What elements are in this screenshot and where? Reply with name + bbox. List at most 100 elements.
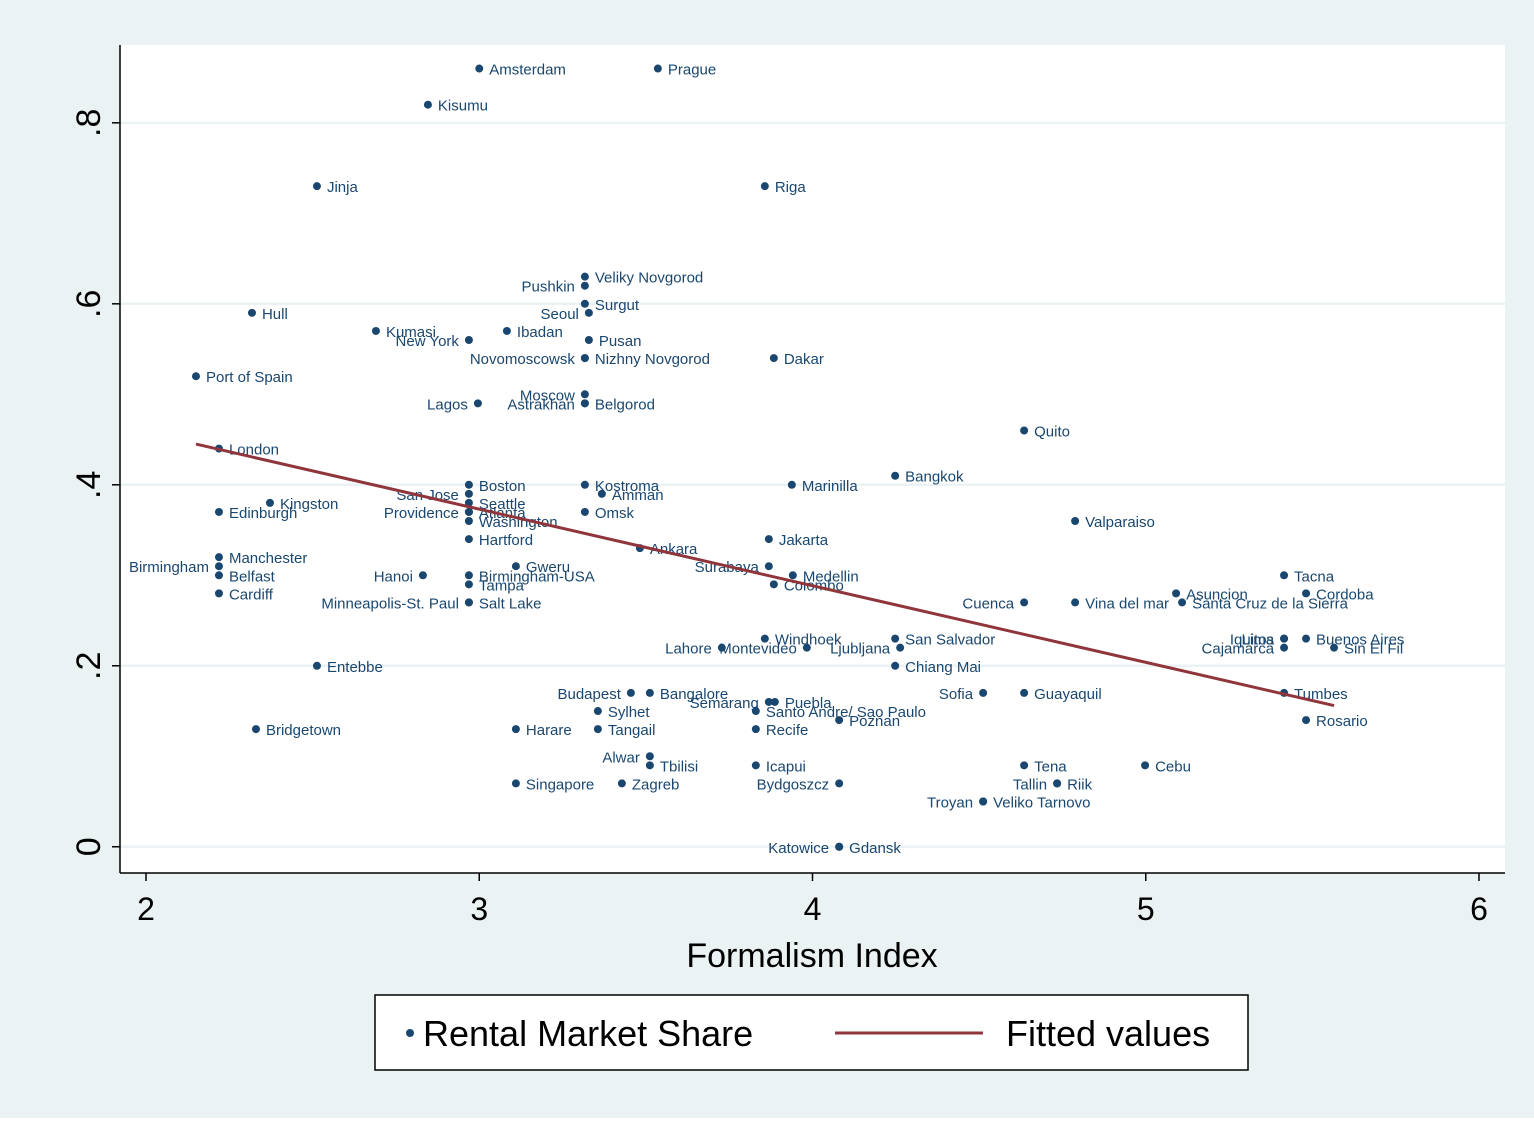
data-point <box>511 779 520 788</box>
point-label: Tallin <box>1013 776 1047 793</box>
data-point <box>764 562 773 571</box>
data-point <box>312 661 321 670</box>
point-label: Edinburgh <box>229 505 297 522</box>
data-point <box>247 308 256 317</box>
point-label: Semarang <box>690 695 759 712</box>
point-label: Kumasi <box>386 324 436 341</box>
data-point <box>464 571 473 580</box>
data-point <box>418 571 427 580</box>
data-point <box>788 571 797 580</box>
point-label: Providence <box>384 505 459 522</box>
point-label: Ankara <box>650 541 698 558</box>
point-label: Tena <box>1034 758 1067 775</box>
point-label: Sin El Fil <box>1344 641 1403 658</box>
data-point <box>1020 761 1029 770</box>
data-point <box>214 553 223 562</box>
data-point <box>580 272 589 281</box>
point-label: Birmingham-USA <box>479 568 595 585</box>
x-tick-label: 5 <box>1137 891 1155 927</box>
point-label: Cuenca <box>962 595 1014 612</box>
data-point <box>584 308 593 317</box>
data-point <box>580 480 589 489</box>
data-point <box>464 480 473 489</box>
data-point <box>214 571 223 580</box>
point-label: Bangalore <box>660 686 728 703</box>
data-point <box>751 707 760 716</box>
y-tick-label: .8 <box>70 109 108 137</box>
y-tick-label: .6 <box>70 290 108 318</box>
point-label: Bydgoszcz <box>757 776 830 793</box>
data-point <box>896 643 905 652</box>
point-label: Alwar <box>602 749 640 766</box>
data-point <box>764 697 773 706</box>
y-tick-label: .4 <box>70 471 108 499</box>
point-label: Jinja <box>327 179 359 196</box>
point-label: Windhoek <box>775 632 842 649</box>
point-label: Gdansk <box>849 840 901 857</box>
point-label: New York <box>396 333 460 350</box>
point-label: Zagreb <box>632 776 680 793</box>
point-label: Budapest <box>557 686 621 703</box>
point-label: Marinilla <box>802 478 859 495</box>
data-point <box>580 281 589 290</box>
point-label: Veliky Novgorod <box>595 270 703 287</box>
data-point <box>584 336 593 345</box>
point-label: Hartford <box>479 532 533 549</box>
data-point <box>191 372 200 381</box>
data-point <box>653 64 662 73</box>
data-point <box>764 535 773 544</box>
data-point <box>626 688 635 697</box>
point-label: Boston <box>479 478 526 495</box>
point-label: Iquitos <box>1230 632 1274 649</box>
point-label: Rosario <box>1316 713 1368 730</box>
data-point <box>645 761 654 770</box>
point-label: Tampa <box>479 577 525 594</box>
point-label: Hanoi <box>374 568 413 585</box>
point-label: Pusan <box>599 333 642 350</box>
data-point <box>891 661 900 670</box>
data-point <box>891 471 900 480</box>
point-label: Nizhny Novgorod <box>595 351 710 368</box>
data-point <box>1141 761 1150 770</box>
point-label: Sylhet <box>608 704 651 721</box>
data-point <box>464 535 473 544</box>
point-label: Washington <box>479 514 558 531</box>
data-point <box>1071 516 1080 525</box>
data-point <box>475 64 484 73</box>
point-label: Hull <box>262 306 288 323</box>
point-label: Chiang Mai <box>905 659 981 676</box>
point-label: Lahore <box>665 641 712 658</box>
point-label: Minneapolis-St. Paul <box>321 595 459 612</box>
data-point <box>769 354 778 363</box>
data-point <box>751 725 760 734</box>
point-label: Santo Andre/ Sao Paulo <box>766 704 926 721</box>
data-point <box>769 580 778 589</box>
point-label: Kostroma <box>595 478 660 495</box>
data-point <box>580 507 589 516</box>
point-label: Cardiff <box>229 586 274 603</box>
legend-label: Rental Market Share <box>423 1013 753 1054</box>
point-label: Cajamarca <box>1202 641 1275 658</box>
data-point <box>580 399 589 408</box>
point-label: Moscow <box>520 387 575 404</box>
point-label: Buenos Aires <box>1316 632 1404 649</box>
point-label: Vina del mar <box>1085 595 1169 612</box>
data-point <box>265 498 274 507</box>
point-label: Astrakhan <box>507 396 575 413</box>
point-label: Icapui <box>766 758 806 775</box>
y-tick-label: .2 <box>70 652 108 680</box>
point-label: Riga <box>775 179 807 196</box>
point-label: Amsterdam <box>489 62 566 79</box>
point-label: Tangail <box>608 722 656 739</box>
point-label: Gweru <box>526 559 570 576</box>
point-label: Salt Lake <box>479 595 542 612</box>
point-label: Santa Cruz de la Sierra <box>1192 595 1349 612</box>
data-point <box>251 725 260 734</box>
data-point <box>979 688 988 697</box>
x-axis-title: Formalism Index <box>686 937 937 975</box>
point-label: Tumbes <box>1294 686 1348 703</box>
point-label: Jakarta <box>779 532 829 549</box>
data-point <box>979 797 988 806</box>
data-point <box>1280 643 1289 652</box>
